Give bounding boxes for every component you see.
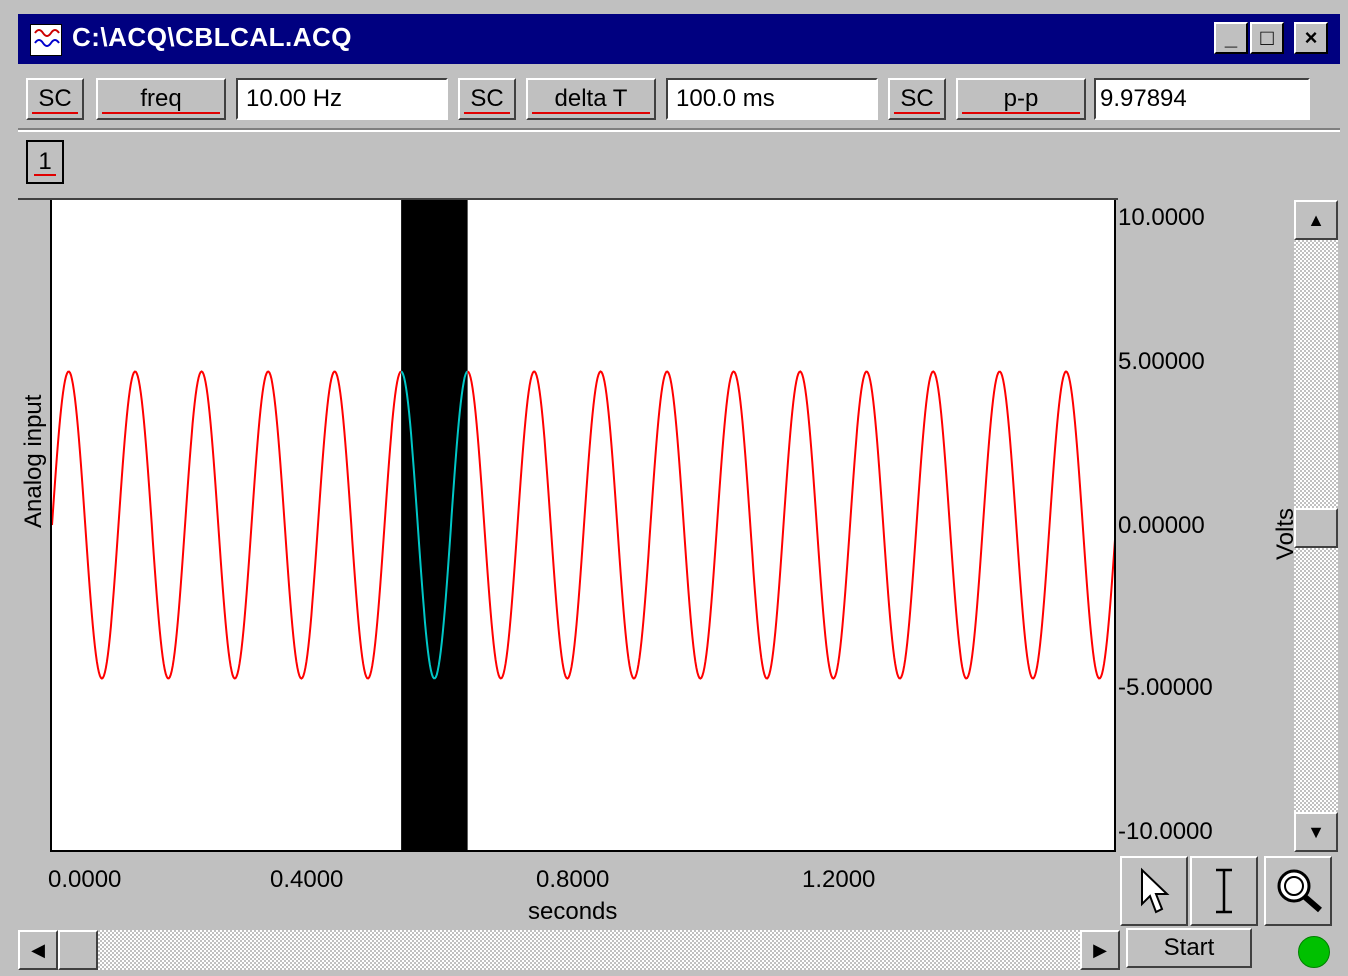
measurement-1-value-text: 10.00 Hz: [246, 85, 343, 112]
selected-waveform-trace: [400, 370, 469, 680]
start-button[interactable]: Start: [1126, 928, 1252, 968]
horizontal-scroll-thumb[interactable]: [58, 930, 98, 970]
channel-1-label: 1: [38, 148, 52, 175]
minimize-icon: _: [1224, 25, 1238, 50]
measurement-2-type-label: delta T: [554, 85, 628, 112]
x-axis-label: seconds: [528, 898, 618, 925]
measurement-1-channel-label: SC: [38, 85, 72, 112]
divider: [18, 130, 1340, 132]
scroll-right-button[interactable]: ▶: [1080, 930, 1120, 970]
window-title: C:\ACQ\CBLCAL.ACQ: [72, 22, 353, 52]
horizontal-scrollbar[interactable]: ◀ ▶: [18, 930, 1120, 970]
x-tick-label: 0.4000: [270, 866, 344, 893]
x-tick-label: 1.2000: [802, 866, 876, 893]
ibeam-cursor-icon: [1216, 868, 1232, 914]
plot-area[interactable]: [50, 200, 1117, 852]
y-tick-label: 10.0000: [1118, 204, 1205, 231]
maximize-button[interactable]: □: [1250, 22, 1284, 54]
triangle-up-icon: ▲: [1307, 209, 1325, 230]
x-tick-label: 0.0000: [48, 866, 122, 893]
measurement-1-type-button[interactable]: freq: [96, 78, 226, 120]
measurement-2-type-button[interactable]: delta T: [526, 78, 656, 120]
measurement-2-value: 100.0 ms: [666, 78, 878, 120]
close-icon: ×: [1304, 25, 1318, 50]
minimize-button[interactable]: _: [1214, 22, 1248, 54]
measurement-1-value: 10.00 Hz: [236, 78, 448, 120]
title-bar[interactable]: C:\ACQ\CBLCAL.ACQ _ □ ×: [18, 14, 1340, 64]
triangle-left-icon: ◀: [31, 939, 45, 960]
close-button[interactable]: ×: [1294, 22, 1328, 54]
measurement-3-type-button[interactable]: p-p: [956, 78, 1086, 120]
measurement-3-type-label: p-p: [1003, 85, 1039, 112]
x-tick-label: 0.8000: [536, 866, 610, 893]
measurement-3-channel-label: SC: [900, 85, 934, 112]
vertical-scrollbar[interactable]: ▲ ▼: [1294, 200, 1338, 852]
arrow-tool-button[interactable]: [1120, 856, 1188, 926]
scroll-up-button[interactable]: ▲: [1294, 200, 1338, 240]
scroll-down-button[interactable]: ▼: [1294, 812, 1338, 852]
y-tick-label: 0.00000: [1118, 512, 1205, 539]
measurement-3-value: 9.97894: [1094, 78, 1310, 120]
waveform-chart[interactable]: [51, 200, 1117, 850]
magnifier-icon: [1277, 869, 1322, 913]
y-tick-label: -5.00000: [1118, 674, 1213, 701]
arrow-cursor-icon: [1141, 867, 1170, 914]
scroll-thumb[interactable]: [1294, 508, 1338, 548]
y-tick-label: 5.00000: [1118, 348, 1205, 375]
measurement-1-channel-button[interactable]: SC: [26, 78, 84, 120]
triangle-down-icon: ▼: [1307, 821, 1325, 842]
start-label: Start: [1163, 934, 1215, 961]
measurement-3-value-text: 9.97894: [1100, 85, 1187, 112]
y-axis-label: Analog input: [20, 394, 47, 528]
channel-1-button[interactable]: 1: [26, 140, 64, 184]
scroll-left-button[interactable]: ◀: [18, 930, 58, 970]
measurement-1-type-label: freq: [140, 85, 182, 112]
measurement-2-channel-label: SC: [470, 85, 504, 112]
triangle-right-icon: ▶: [1093, 939, 1107, 960]
selection-region[interactable]: [401, 200, 468, 850]
waveform-trace: [467, 370, 1117, 680]
measurement-2-channel-button[interactable]: SC: [458, 78, 516, 120]
measurement-3-channel-button[interactable]: SC: [888, 78, 946, 120]
measurement-2-value-text: 100.0 ms: [676, 85, 775, 112]
status-led-icon: [1298, 936, 1330, 968]
ibeam-tool-button[interactable]: [1190, 856, 1258, 926]
waveform-trace: [51, 370, 402, 680]
app-document-icon: [30, 24, 62, 56]
zoom-tool-button[interactable]: [1264, 856, 1332, 926]
divider: [18, 128, 1340, 130]
y-tick-label: -10.0000: [1118, 818, 1213, 845]
maximize-icon: □: [1260, 25, 1274, 50]
